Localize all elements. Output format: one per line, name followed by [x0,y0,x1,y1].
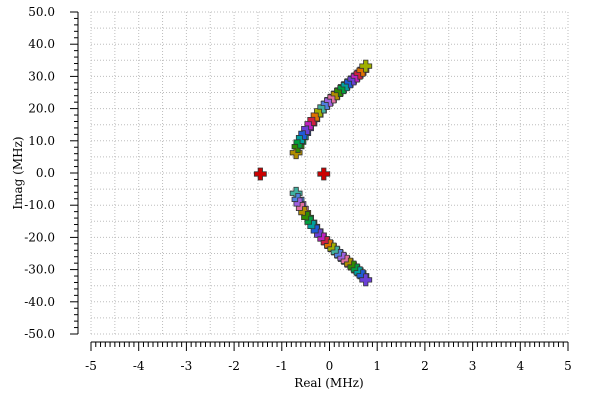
x-tick-label: 4 [516,359,524,373]
y-tick-label: 30.0 [28,69,55,83]
y-axis-title: Imag (MHz) [11,136,25,209]
data-point-marker [359,273,373,287]
x-tick-label: -1 [276,359,288,373]
x-tick-label: 3 [469,359,477,373]
x-tick-label: -4 [133,359,145,373]
y-tick-label: 50.0 [28,5,55,19]
x-tick-label: 0 [326,359,334,373]
pole-marker [317,167,331,181]
y-tick-label: -50.0 [24,327,55,341]
x-tick-label: 1 [373,359,381,373]
data-points [253,59,373,287]
y-tick-label: -20.0 [24,230,55,244]
y-tick-label: 40.0 [28,37,55,51]
y-tick-label: -10.0 [24,198,55,212]
pole-marker [253,167,267,181]
y-tick-label: 20.0 [28,102,55,116]
x-tick-label: 2 [421,359,429,373]
x-axis-title: Real (MHz) [294,376,363,390]
tick-labels: 50.0 40.0 30.0 20.0 10.0 0.0 -10.0 -20.0 -30.0 -4… [24,5,572,373]
x-tick-label: -3 [181,359,193,373]
data-point-marker [359,59,373,73]
y-tick-label: -40.0 [24,295,55,309]
x-tick-label: -2 [228,359,240,373]
x-tick-label: 5 [564,359,572,373]
ticks [70,11,569,351]
y-tick-label: -30.0 [24,263,55,277]
x-tick-label: -5 [85,359,97,373]
y-tick-label: 0.0 [36,166,55,180]
y-tick-label: 10.0 [28,134,55,148]
